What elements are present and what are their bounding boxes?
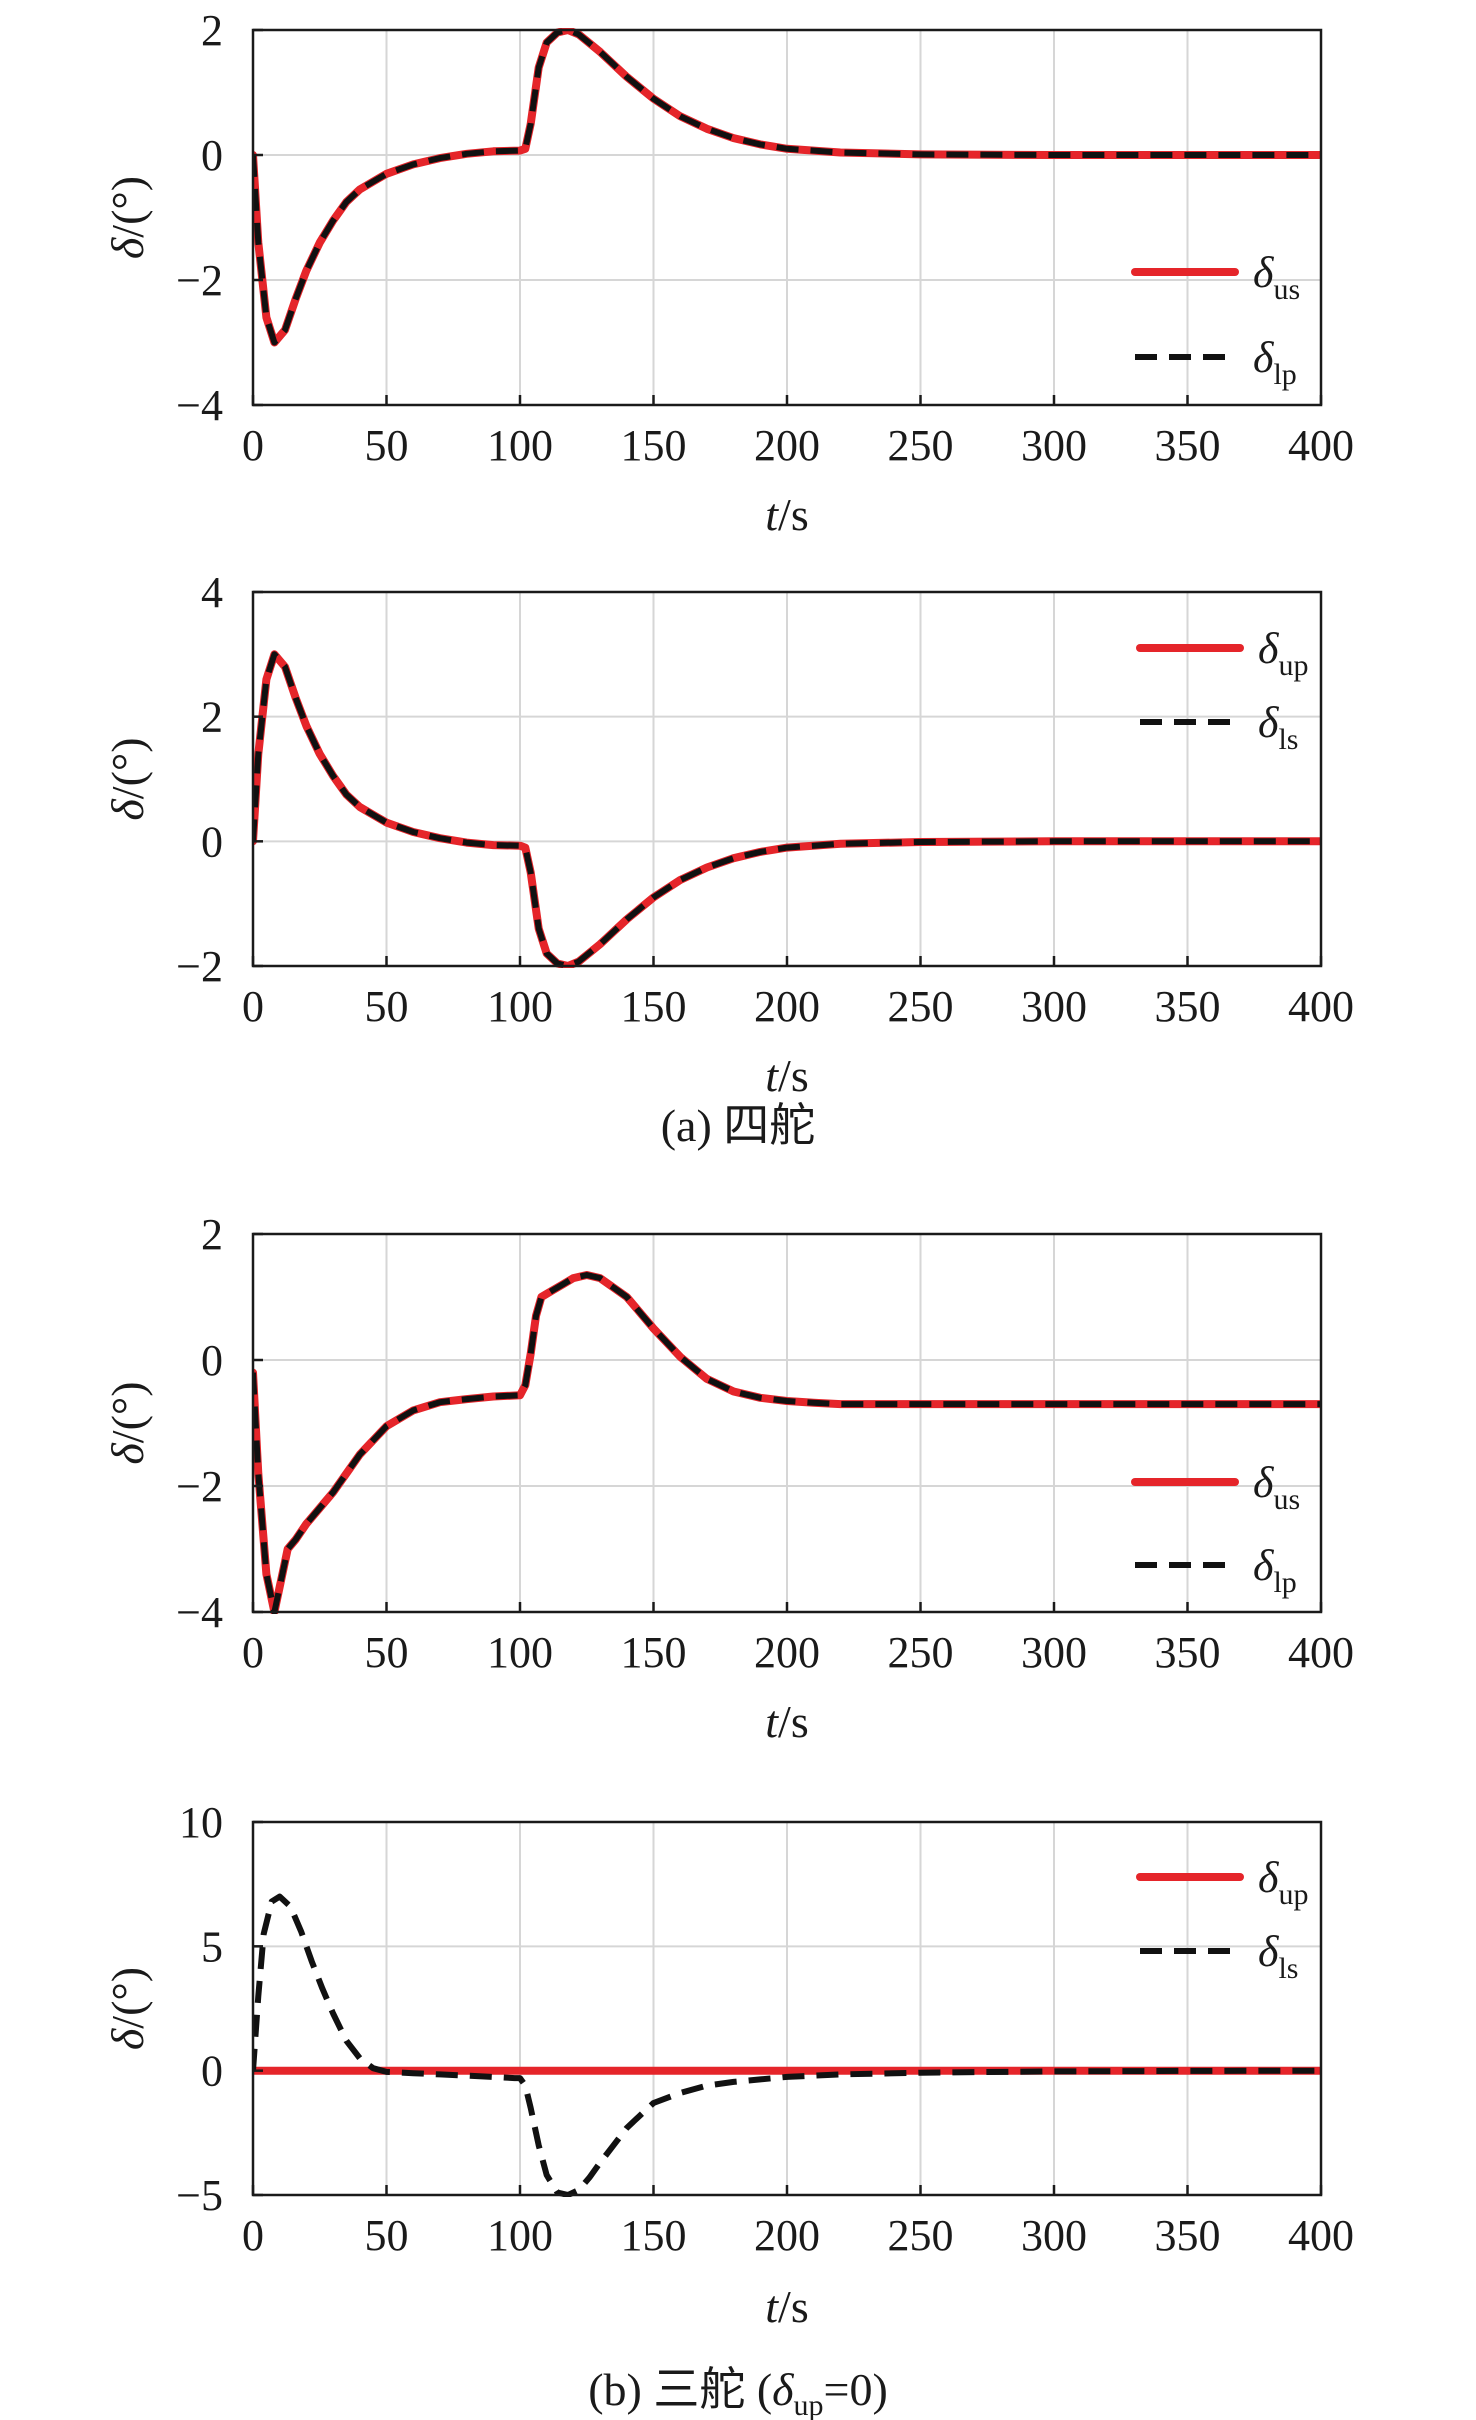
legend-label-lp: δlp — [1253, 333, 1297, 391]
y-tick-label: −4 — [176, 381, 223, 430]
y-tick-label: 0 — [201, 1336, 223, 1385]
y-tick-label: 0 — [201, 2047, 223, 2096]
x-axis-label: t/s — [765, 2281, 808, 2332]
caption-a: (a) 四舵 — [661, 1100, 816, 1151]
x-tick-label: 50 — [365, 1628, 409, 1677]
y-tick-label: 10 — [179, 1798, 223, 1847]
y-axis-label: δ/(°) — [102, 737, 153, 820]
y-tick-label: −4 — [176, 1588, 223, 1637]
x-tick-label: 100 — [487, 2211, 553, 2260]
series-line-lp — [253, 1272, 1321, 1614]
y-axis-label: δ/(°) — [102, 176, 153, 259]
x-tick-label: 50 — [365, 982, 409, 1031]
x-tick-label: 250 — [888, 1628, 954, 1677]
x-tick-label: 150 — [621, 421, 687, 470]
y-tick-label: −2 — [176, 1462, 223, 1511]
y-tick-label: −2 — [176, 942, 223, 991]
x-axis-label: t/s — [765, 1696, 808, 1747]
caption-b: (b) 三舵 (δup=0) — [588, 2364, 888, 2420]
x-tick-label: 50 — [365, 2211, 409, 2260]
caption-b-prefix: (b) 三舵 ( — [588, 2364, 772, 2415]
legend-label-us: δus — [1253, 248, 1300, 306]
y-tick-label: −2 — [176, 256, 223, 305]
series-line-ls — [253, 651, 1321, 968]
chart-panel-a-top: 0 50 100 150 200 250 300 350 400 −4 −2 0 2 δ/(°) t/s δu… — [102, 6, 1354, 540]
x-tick-label: 300 — [1021, 1628, 1087, 1677]
y-tick-label: 2 — [201, 693, 223, 742]
y-tick-label: 2 — [201, 6, 223, 55]
x-tick-label: 400 — [1288, 2211, 1354, 2260]
x-tick-label: 250 — [888, 421, 954, 470]
chart-panel-b-top: 0 50 100 150 200 250 300 350 400 −4 −2 0 2 δ/(°) t/s δu… — [102, 1210, 1354, 1747]
x-tick-label: 0 — [242, 421, 264, 470]
x-tick-label: 300 — [1021, 421, 1087, 470]
legend-label-up: δup — [1258, 1853, 1308, 1911]
x-tick-label: 50 — [365, 421, 409, 470]
x-tick-label: 350 — [1155, 1628, 1221, 1677]
legend-label-up: δup — [1258, 624, 1308, 682]
x-tick-label: 250 — [888, 982, 954, 1031]
x-tick-label: 0 — [242, 2211, 264, 2260]
y-tick-label: −5 — [176, 2171, 223, 2220]
x-tick-label: 0 — [242, 982, 264, 1031]
legend-label-ls: δls — [1258, 698, 1298, 756]
x-tick-label: 0 — [242, 1628, 264, 1677]
x-tick-label: 200 — [754, 2211, 820, 2260]
y-tick-label: 2 — [201, 1210, 223, 1259]
x-tick-label: 200 — [754, 1628, 820, 1677]
y-tick-label: 0 — [201, 131, 223, 180]
x-tick-label: 100 — [487, 982, 553, 1031]
x-tick-label: 200 — [754, 982, 820, 1031]
x-tick-label: 150 — [621, 1628, 687, 1677]
x-tick-label: 100 — [487, 421, 553, 470]
chart-panel-a-bottom: 0 50 100 150 200 250 300 350 400 −2 0 2 4 δ/(°) t/s δup… — [102, 568, 1354, 1101]
y-axis-label: δ/(°) — [102, 1381, 153, 1464]
series-line-ls — [253, 1893, 1321, 2197]
chart-panel-b-bottom: 0 50 100 150 200 250 300 350 400 −5 0 5 10 δ/(°) t/s δu… — [102, 1798, 1354, 2332]
x-tick-label: 150 — [621, 982, 687, 1031]
caption-b-suffix: =0) — [824, 2364, 888, 2415]
x-tick-label: 350 — [1155, 421, 1221, 470]
caption-b-subscript: up — [794, 2389, 824, 2420]
legend-label-us: δus — [1253, 1458, 1300, 1516]
series-line-lp — [253, 28, 1321, 346]
legend-label-ls: δls — [1258, 1927, 1298, 1985]
caption-b-symbol: δ — [772, 2364, 794, 2415]
x-tick-label: 150 — [621, 2211, 687, 2260]
x-tick-label: 300 — [1021, 982, 1087, 1031]
x-tick-label: 200 — [754, 421, 820, 470]
x-tick-label: 100 — [487, 1628, 553, 1677]
x-tick-label: 350 — [1155, 982, 1221, 1031]
x-tick-label: 350 — [1155, 2211, 1221, 2260]
x-tick-label: 400 — [1288, 982, 1354, 1031]
legend-label-lp: δlp — [1253, 1541, 1297, 1599]
y-axis-label: δ/(°) — [102, 1967, 153, 2050]
x-tick-label: 400 — [1288, 421, 1354, 470]
y-tick-label: 0 — [201, 817, 223, 866]
x-axis-label: t/s — [765, 1050, 808, 1101]
x-tick-label: 400 — [1288, 1628, 1354, 1677]
x-tick-label: 300 — [1021, 2211, 1087, 2260]
y-tick-label: 4 — [201, 568, 223, 617]
x-axis-label: t/s — [765, 489, 808, 540]
y-tick-label: 5 — [201, 1922, 223, 1971]
x-tick-label: 250 — [888, 2211, 954, 2260]
